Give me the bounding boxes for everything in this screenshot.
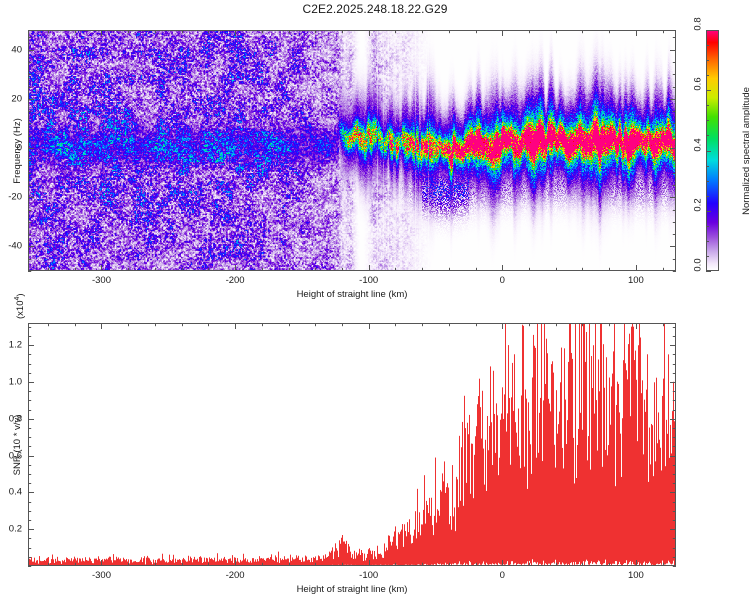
colorbar-tick: 0.2 — [692, 198, 704, 212]
snr-xtick: 100 — [627, 570, 644, 581]
snr-xtick: -100 — [359, 570, 379, 581]
snr-ytick: 0.8 — [8, 413, 22, 425]
colorbar-tick: 0.0 — [692, 258, 704, 272]
snr-xtick: -300 — [91, 570, 111, 581]
snr-mult-close: ) — [15, 293, 27, 297]
spectrogram-axes — [14, 16, 690, 285]
snr-xtick: 0 — [499, 570, 505, 581]
snr-xtick: -200 — [225, 570, 245, 581]
spectrogram-ytick: 40 — [11, 44, 22, 56]
spectrogram-ytick: -20 — [8, 191, 22, 203]
snr-ytick: 0.6 — [8, 450, 22, 462]
snr-axes — [14, 309, 690, 580]
spectrogram-xtick: -200 — [225, 275, 245, 286]
colorbar-tick: 0.4 — [692, 137, 704, 152]
spectrogram-xlabel: Height of straight line (km) — [296, 289, 408, 300]
spectrogram-ytick: -40 — [8, 240, 22, 252]
snr-ytick: 0.2 — [8, 523, 22, 535]
spectrogram-xtick: -300 — [91, 275, 111, 286]
snr-ytick: 0.4 — [8, 486, 22, 498]
colorbar-axes — [696, 20, 729, 281]
spectrogram-ytick: 0 — [16, 142, 22, 154]
figure-title: C2E2.2025.248.18.22.G29 — [302, 2, 448, 16]
spectrogram-xtick: 100 — [627, 275, 644, 286]
snr-mult-base: (x10 — [15, 300, 27, 319]
snr-ytick: 1.0 — [8, 376, 22, 388]
colorbar-tick: 0.8 — [692, 17, 704, 31]
snr-ytick: 1.2 — [8, 339, 22, 351]
colorbar-label: Normalized spectral amplitude — [741, 86, 750, 215]
spectrogram-xtick: 0 — [499, 275, 505, 286]
spectrogram-xtick: -100 — [359, 275, 379, 286]
snr-xlabel: Height of straight line (km) — [296, 584, 408, 595]
snr-mult-exp: 4 — [14, 296, 21, 301]
spectrogram-ytick: 20 — [11, 93, 22, 105]
colorbar-tick: 0.6 — [692, 77, 704, 91]
snr-axis-multiplier: (x104) — [14, 293, 26, 319]
